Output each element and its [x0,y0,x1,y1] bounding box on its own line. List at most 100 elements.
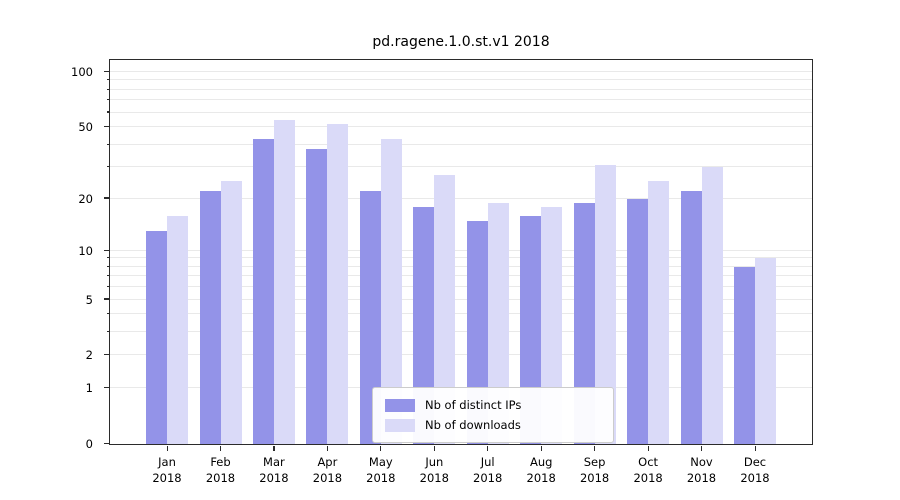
bar-nb-of-distinct-ips-feb [199,191,221,444]
y-major-tick [104,442,110,444]
gridline [110,197,812,199]
y-major-tick [104,354,110,356]
y-minor-tick [107,275,110,277]
x-tick-label-aug: Aug 2018 [526,455,556,486]
x-tick [647,446,649,451]
gridline [110,143,812,145]
y-minor-tick [107,111,110,113]
legend-label-downloads: Nb of downloads [425,418,521,432]
x-tick [487,446,489,451]
bar-nb-of-downloads-oct [648,181,670,444]
legend-entry-downloads: Nb of downloads [385,415,601,435]
bar-nb-of-downloads-dec [755,258,776,444]
y-minor-tick [107,143,110,145]
bar-nb-of-downloads-sep [594,164,616,444]
y-major-tick [104,70,110,72]
x-tick [380,446,382,451]
gridline [110,79,812,81]
gridline [110,313,812,315]
y-minor-tick [107,257,110,259]
chart-title: pd.ragene.1.0.st.v1 2018 [372,34,550,50]
y-major-tick [104,386,110,389]
legend-swatch-downloads [385,418,415,432]
x-tick-label-dec: Dec 2018 [740,455,770,486]
gridline [110,88,812,90]
legend-label-distinct-ips: Nb of distinct IPs [425,398,522,412]
gridline [110,249,812,251]
x-tick-label-oct: Oct 2018 [633,455,663,486]
gridline [110,126,812,128]
y-minor-tick [107,99,110,101]
bar-nb-of-distinct-ips-jan [146,231,167,444]
x-tick-label-mar: Mar 2018 [259,455,289,486]
x-tick-label-sep: Sep 2018 [579,455,610,486]
x-tick [326,446,329,451]
gridline [110,354,812,356]
bar-nb-of-distinct-ips-oct [627,198,649,444]
y-minor-tick [107,166,110,168]
y-major-tick [104,197,110,199]
gridline [110,275,812,277]
bar-nb-of-distinct-ips-nov [680,191,702,444]
x-tick-label-jan: Jan 2018 [152,455,182,486]
y-major-tick [104,125,110,128]
y-minor-tick [107,265,110,267]
gridline [110,331,812,333]
x-tick [433,446,435,451]
bar-nb-of-downloads-mar [273,119,295,444]
bar-nb-of-downloads-may [380,139,402,444]
bar-nb-of-distinct-ips-apr [306,148,328,444]
legend-swatch-distinct-ips [385,398,415,412]
x-tick-label-may: May 2018 [366,455,396,486]
bar-nb-of-downloads-nov [701,167,723,444]
x-tick [754,446,756,451]
y-major-tick [104,298,110,300]
x-tick-label-jul: Jul 2018 [473,455,503,486]
gridline [110,111,812,113]
y-minor-tick [107,313,110,315]
x-tick-label-jun: Jun 2018 [419,455,449,486]
x-tick-label-nov: Nov 2018 [686,455,717,486]
bar-nb-of-distinct-ips-dec [734,266,755,444]
y-axis: 0 1 2 5 10 20 50 100 [0,60,110,451]
y-tick-label: 10 [78,243,93,258]
x-tick [166,446,168,451]
legend: Nb of distinct IPs Nb of downloads [372,387,614,443]
gridline [110,286,812,288]
gridline [110,298,812,300]
x-tick [701,446,703,451]
bar-nb-of-distinct-ips-aug [520,215,542,444]
gridline [110,99,812,101]
y-tick-label: 50 [78,120,93,135]
x-tick-label-apr: Apr 2018 [312,455,343,486]
bar-nb-of-distinct-ips-jun [413,206,435,444]
y-tick-label: 100 [71,65,93,79]
bar-nb-of-downloads-apr [327,124,349,444]
y-tick-label: 1 [85,381,93,396]
bar-nb-of-distinct-ips-mar [252,139,274,444]
y-tick-label: 20 [78,191,93,206]
y-minor-tick [107,79,110,81]
bar-nb-of-downloads-jul [487,202,509,444]
x-tick [220,446,222,451]
x-axis: Jan 2018 Feb 2018 Mar 2018 Apr 2018 May 2018 Jun 20… [110,446,812,498]
y-minor-tick [107,331,110,333]
plot-area: Nb of distinct IPs Nb of downloads [109,59,813,445]
bar-nb-of-distinct-ips-may [359,191,381,444]
gridline [110,257,812,259]
bar-nb-of-downloads-jun [434,175,456,444]
legend-entry-distinct-ips: Nb of distinct IPs [385,395,601,415]
bar-nb-of-downloads-feb [220,181,242,444]
x-tick-label-feb: Feb 2018 [205,455,236,486]
y-minor-tick [107,286,110,288]
x-tick [594,446,596,451]
bar-nb-of-downloads-aug [541,206,563,444]
bar-nb-of-distinct-ips-sep [573,202,595,444]
x-tick [273,446,275,451]
y-tick-label: 2 [85,348,93,363]
y-minor-tick [107,88,110,90]
y-major-tick [104,249,110,251]
y-tick-label: 5 [85,292,93,307]
x-tick [540,446,542,451]
